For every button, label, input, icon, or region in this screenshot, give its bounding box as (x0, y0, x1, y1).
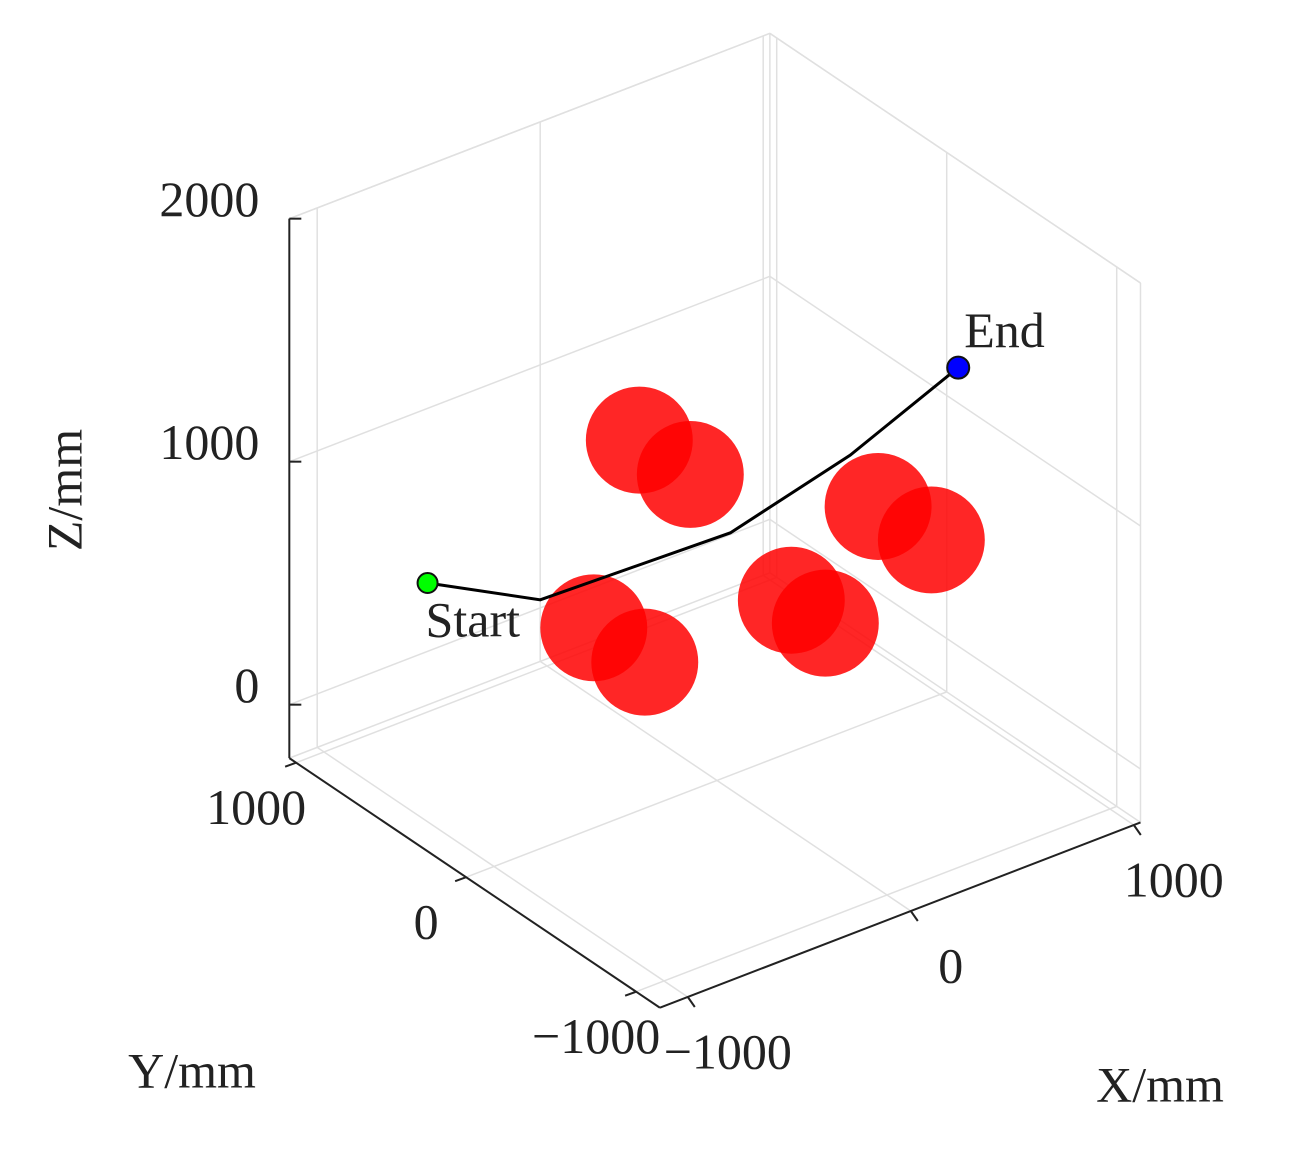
grid-line (316, 746, 689, 998)
grid-line (289, 32, 771, 220)
obstacle (771, 569, 879, 677)
obstacle (591, 608, 699, 716)
z-tick-label: 0 (234, 657, 259, 713)
tick-mark (909, 910, 919, 922)
trajectory (427, 366, 960, 602)
grid-line (769, 32, 1141, 284)
y-axis (288, 757, 661, 1009)
x-axis (659, 821, 1141, 1009)
end-marker (946, 355, 971, 380)
z-axis-label: Z/mm (36, 429, 92, 551)
y-tick-label: −1000 (532, 1008, 660, 1064)
z-tick-label: 1000 (159, 414, 259, 470)
x-tick-label: 0 (938, 937, 963, 993)
box-edge (289, 572, 771, 759)
x-tick-label: 1000 (1124, 851, 1224, 907)
grid-line (465, 691, 947, 878)
tick-mark (454, 876, 467, 883)
y-axis-label: Y/mm (128, 1042, 256, 1098)
grid-line (635, 805, 1117, 993)
y-tick-label: 0 (414, 894, 439, 950)
obstacle (636, 421, 744, 528)
end-label: End (964, 302, 1045, 358)
tick-mark (686, 996, 696, 1008)
grid-line (769, 275, 1141, 527)
grid-line (539, 660, 912, 912)
grid-line (769, 518, 1141, 770)
start-marker (416, 571, 439, 594)
obstacle (877, 486, 985, 594)
grid-line (295, 576, 777, 764)
tick-mark (284, 761, 297, 768)
tick-mark (1132, 824, 1142, 836)
y-tick-label: 1000 (206, 779, 306, 835)
z-tick-label: 2000 (159, 171, 259, 227)
grid-line (289, 275, 771, 463)
tick-mark (624, 990, 637, 997)
x-tick-label: −1000 (664, 1023, 792, 1079)
start-label: Start (426, 591, 521, 647)
x-axis-label: X/mm (1096, 1056, 1224, 1112)
grid-line (289, 518, 771, 706)
